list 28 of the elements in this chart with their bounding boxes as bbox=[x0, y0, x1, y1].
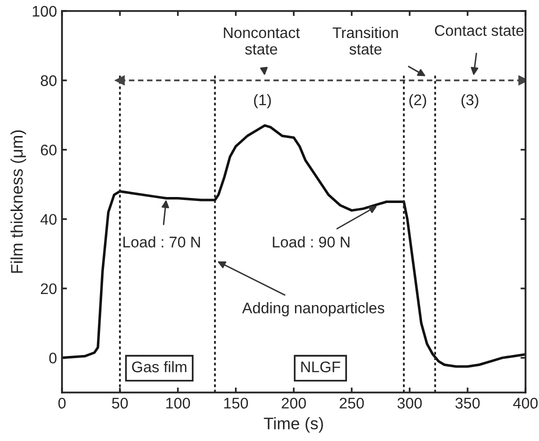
annotation: Adding nanoparticles bbox=[242, 302, 384, 316]
x-tick-label: 400 bbox=[513, 398, 538, 409]
annotation: NLGF bbox=[301, 361, 340, 372]
x-tick-label: 50 bbox=[112, 398, 128, 409]
annotation: Contact state bbox=[434, 25, 524, 36]
x-tick-label: 200 bbox=[282, 398, 306, 409]
y-tick-label: 20 bbox=[40, 283, 57, 294]
annotation: (3) bbox=[462, 94, 478, 108]
x-axis-title: Time (s) bbox=[264, 417, 323, 433]
y-tick-label: 0 bbox=[49, 352, 57, 364]
x-tick-label: 350 bbox=[455, 398, 480, 409]
x-tick-label: 100 bbox=[166, 398, 190, 409]
y-tick-label: 60 bbox=[40, 144, 57, 156]
y-axis-title: Film thickness (μm) bbox=[10, 130, 26, 273]
annotation: Noncontact state bbox=[224, 27, 300, 55]
x-tick-label: 300 bbox=[397, 398, 422, 409]
annotation: (2) bbox=[409, 94, 426, 108]
y-tick-label: 80 bbox=[40, 75, 57, 86]
annotation: (1) bbox=[254, 94, 271, 108]
x-tick-label: 150 bbox=[224, 398, 248, 409]
annotation: Transition state bbox=[332, 26, 398, 55]
annotation: Load : 70 N bbox=[123, 236, 200, 248]
annotation: Load : 90 N bbox=[272, 236, 350, 248]
x-tick-label: 250 bbox=[340, 398, 364, 409]
y-tick-label: 100 bbox=[32, 6, 57, 17]
y-tick-label: 40 bbox=[40, 214, 57, 225]
x-tick-label: 0 bbox=[58, 398, 66, 409]
annotation: Gas film bbox=[132, 361, 186, 372]
